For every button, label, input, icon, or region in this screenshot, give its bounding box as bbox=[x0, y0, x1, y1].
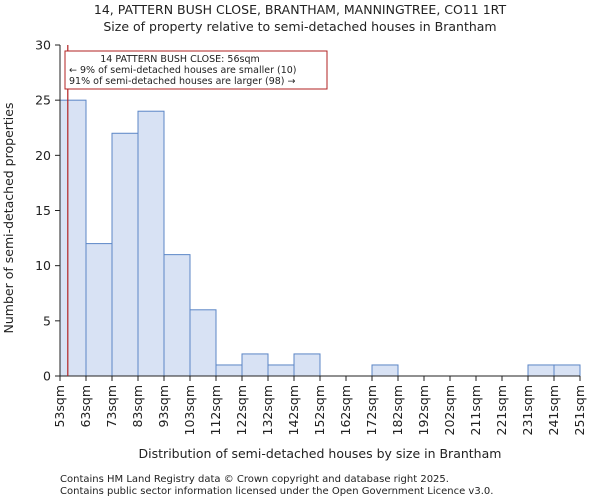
x-tick-label: 231sqm bbox=[520, 385, 535, 435]
x-tick-label: 221sqm bbox=[494, 385, 509, 435]
annotation-box: 14 PATTERN BUSH CLOSE: 56sqm ← 9% of sem… bbox=[64, 50, 328, 90]
bars-group bbox=[59, 99, 581, 377]
bar-93sqm bbox=[163, 254, 191, 377]
x-tick-label: 241sqm bbox=[546, 385, 561, 435]
x-axis: 53sqm 63sqm 73sqm 83sqm 93sqm 103sqm 112sqm 122… bbox=[52, 375, 587, 435]
y-tick-label: 15 bbox=[35, 203, 51, 218]
x-tick-label: 83sqm bbox=[130, 385, 145, 428]
y-tick-label: 20 bbox=[35, 148, 51, 163]
x-tick-label: 251sqm bbox=[572, 385, 587, 435]
footer-line-1: Contains HM Land Registry data © Crown c… bbox=[60, 474, 449, 485]
bar-53sqm bbox=[59, 99, 87, 377]
bar-73sqm bbox=[111, 132, 139, 377]
y-tick-label: 5 bbox=[43, 313, 51, 328]
x-tick-label: 152sqm bbox=[312, 385, 327, 435]
bar-63sqm bbox=[85, 243, 113, 377]
x-tick-label: 132sqm bbox=[260, 385, 275, 435]
x-tick-label: 63sqm bbox=[78, 385, 93, 428]
bar-142sqm bbox=[293, 353, 321, 377]
annotation-line-1: 14 PATTERN BUSH CLOSE: 56sqm bbox=[100, 54, 259, 65]
bar-103sqm bbox=[189, 309, 217, 377]
x-tick-label: 122sqm bbox=[234, 385, 249, 435]
y-tick-label: 0 bbox=[43, 369, 51, 384]
annotation-line-3: 91% of semi-detached houses are larger (… bbox=[69, 76, 296, 87]
annotation-line-2: ← 9% of semi-detached houses are smaller… bbox=[69, 65, 297, 76]
x-tick-label: 93sqm bbox=[156, 385, 171, 428]
x-tick-label: 73sqm bbox=[104, 385, 119, 428]
y-tick-label: 30 bbox=[35, 38, 51, 53]
chart-title: 14, PATTERN BUSH CLOSE, BRANTHAM, MANNIN… bbox=[94, 2, 507, 17]
bar-241sqm bbox=[553, 364, 581, 377]
x-axis-label: Distribution of semi-detached houses by … bbox=[139, 446, 502, 461]
bar-231sqm bbox=[527, 364, 555, 377]
bar-112sqm bbox=[215, 364, 243, 377]
x-tick-label: 162sqm bbox=[338, 385, 353, 435]
x-tick-label: 142sqm bbox=[286, 385, 301, 435]
bar-83sqm bbox=[137, 110, 165, 377]
bar-122sqm bbox=[241, 353, 269, 377]
y-axis-label: Number of semi-detached properties bbox=[1, 103, 16, 334]
bar-172sqm bbox=[371, 364, 399, 377]
y-axis: 0 5 10 15 20 25 30 bbox=[35, 38, 61, 384]
y-tick-label: 10 bbox=[35, 258, 51, 273]
x-tick-label: 172sqm bbox=[364, 385, 379, 435]
x-tick-label: 211sqm bbox=[468, 385, 483, 435]
footer-line-2: Contains public sector information licen… bbox=[60, 486, 493, 497]
x-tick-label: 53sqm bbox=[52, 385, 67, 428]
x-tick-label: 182sqm bbox=[390, 385, 405, 435]
bar-132sqm bbox=[267, 364, 295, 377]
x-tick-label: 103sqm bbox=[182, 385, 197, 435]
chart-subtitle: Size of property relative to semi-detach… bbox=[103, 19, 496, 34]
x-tick-label: 192sqm bbox=[416, 385, 431, 435]
x-tick-label: 112sqm bbox=[208, 385, 223, 435]
x-tick-label: 202sqm bbox=[442, 385, 457, 435]
y-tick-label: 25 bbox=[35, 93, 51, 108]
